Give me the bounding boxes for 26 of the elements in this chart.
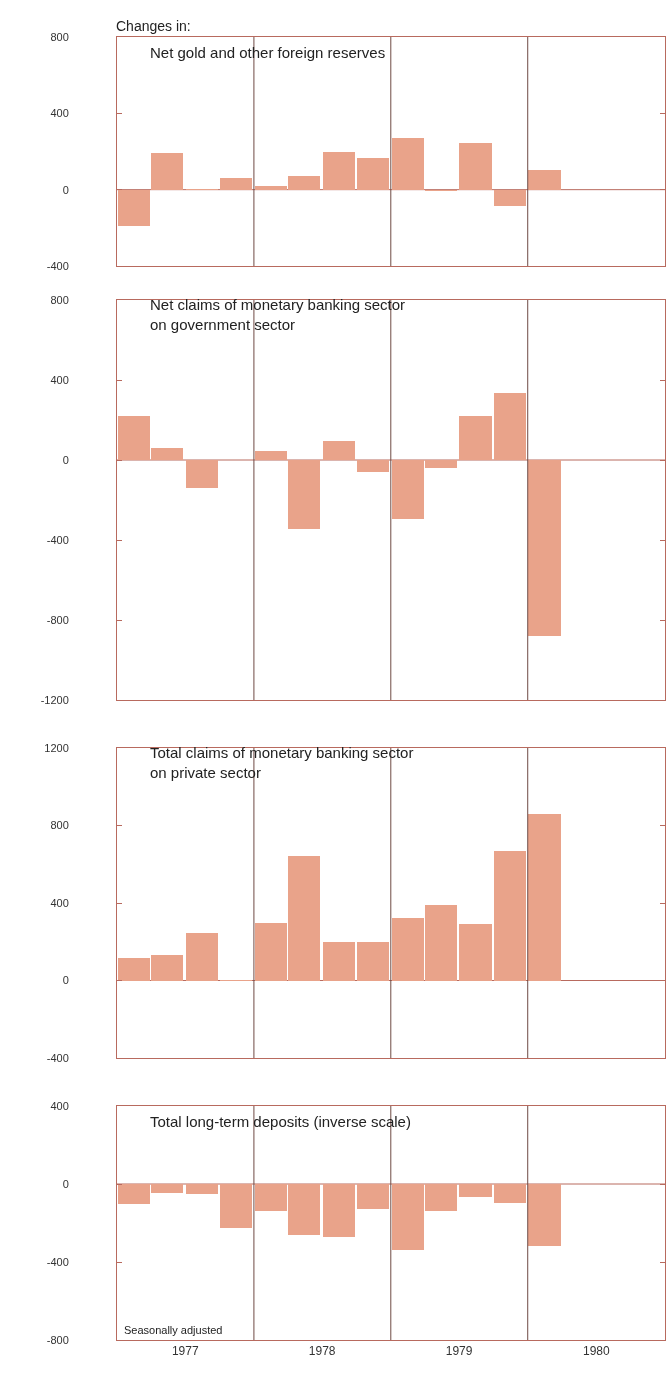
y-tick-label: 800 xyxy=(50,293,69,306)
y-tick-label: 0 xyxy=(62,1177,69,1190)
x-tick-label: 1978 xyxy=(308,1344,336,1359)
y-tick-label: -800 xyxy=(46,1333,69,1346)
y-tick-label: -400 xyxy=(46,259,69,272)
y-tick-label: 800 xyxy=(50,30,69,43)
y-tick-label: 800 xyxy=(50,819,69,832)
chart-title: Net gold and other foreign reserves xyxy=(150,43,386,61)
y-tick-label: 400 xyxy=(50,107,69,120)
y-tick-label: -400 xyxy=(46,1051,69,1064)
y-tick-label: -400 xyxy=(46,533,69,546)
x-tick-label: 1977 xyxy=(171,1344,199,1359)
x-tick-label: 1980 xyxy=(583,1344,611,1359)
y-tick-label: 400 xyxy=(50,373,69,386)
y-tick-label: 400 xyxy=(50,896,69,909)
y-tick-label: 0 xyxy=(62,183,69,196)
y-tick-label: -1200 xyxy=(40,693,69,706)
y-tick-label: 1200 xyxy=(44,741,69,754)
x-tick-label: 1979 xyxy=(445,1344,473,1359)
y-tick-label: 0 xyxy=(62,453,69,466)
y-tick-label: -400 xyxy=(46,1255,69,1268)
y-tick-label: 0 xyxy=(62,974,69,987)
annotation: Seasonally adjusted xyxy=(124,1324,223,1336)
y-tick-label: 400 xyxy=(50,1099,69,1112)
y-tick-label: -800 xyxy=(46,613,69,626)
text: Changes in: xyxy=(116,18,191,34)
